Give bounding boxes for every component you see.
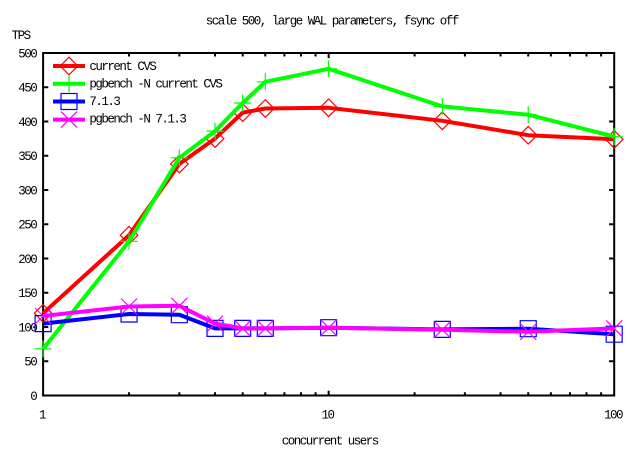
- svg-text:250: 250: [18, 219, 37, 233]
- svg-text:1: 1: [39, 408, 46, 422]
- svg-text:concurrent users: concurrent users: [282, 434, 379, 448]
- svg-text:450: 450: [18, 82, 37, 96]
- svg-text:200: 200: [18, 253, 37, 267]
- svg-text:100: 100: [18, 321, 37, 335]
- svg-text:pgbench -N 7.1.3: pgbench -N 7.1.3: [89, 113, 186, 127]
- svg-text:100: 100: [604, 408, 623, 422]
- svg-text:10: 10: [321, 408, 334, 422]
- svg-text:current CVS: current CVS: [89, 60, 156, 74]
- svg-text:50: 50: [24, 356, 37, 370]
- svg-text:TPS: TPS: [12, 29, 31, 43]
- svg-text:150: 150: [18, 287, 37, 301]
- svg-text:7.1.3: 7.1.3: [89, 95, 120, 109]
- svg-text:pgbench -N current CVS: pgbench -N current CVS: [89, 78, 222, 92]
- svg-text:scale 500, large WAL parameter: scale 500, large WAL parameters, fsync o…: [206, 15, 459, 29]
- svg-text:500: 500: [18, 47, 37, 61]
- svg-text:350: 350: [18, 150, 37, 164]
- svg-text:0: 0: [30, 390, 37, 404]
- svg-text:300: 300: [18, 184, 37, 198]
- svg-text:400: 400: [18, 116, 37, 130]
